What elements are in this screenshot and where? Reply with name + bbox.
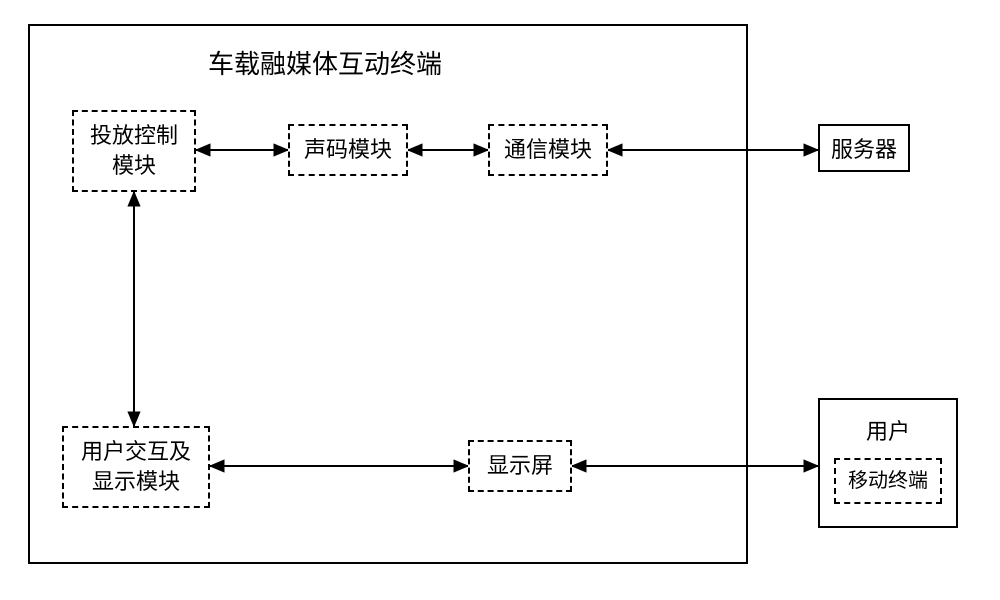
node-communication: 通信模块 — [488, 124, 608, 176]
node-user-interaction: 用户交互及 显示模块 — [62, 426, 210, 508]
diagram-root: 车载融媒体互动终端 投放控制 模块 声码模块 通信模块 服务器 — [28, 24, 972, 576]
node-delivery-control: 投放控制 模块 — [72, 110, 196, 192]
server-label: 服务器 — [831, 132, 897, 164]
delivery-control-label-2: 模块 — [112, 153, 156, 178]
main-title: 车载融媒体互动终端 — [208, 44, 442, 81]
display-screen-label: 显示屏 — [487, 451, 553, 481]
node-mobile-terminal: 移动终端 — [834, 458, 942, 504]
user-container-label: 用户 — [866, 414, 910, 446]
node-sound-code: 声码模块 — [288, 124, 408, 176]
sound-code-label: 声码模块 — [304, 135, 392, 165]
user-interaction-label-2: 显示模块 — [92, 469, 180, 494]
user-interaction-label-1: 用户交互及 — [81, 439, 191, 464]
node-display-screen: 显示屏 — [468, 440, 572, 492]
node-server: 服务器 — [818, 124, 910, 172]
mobile-terminal-label: 移动终端 — [848, 468, 928, 495]
communication-label: 通信模块 — [504, 135, 592, 165]
delivery-control-label-1: 投放控制 — [90, 123, 178, 148]
